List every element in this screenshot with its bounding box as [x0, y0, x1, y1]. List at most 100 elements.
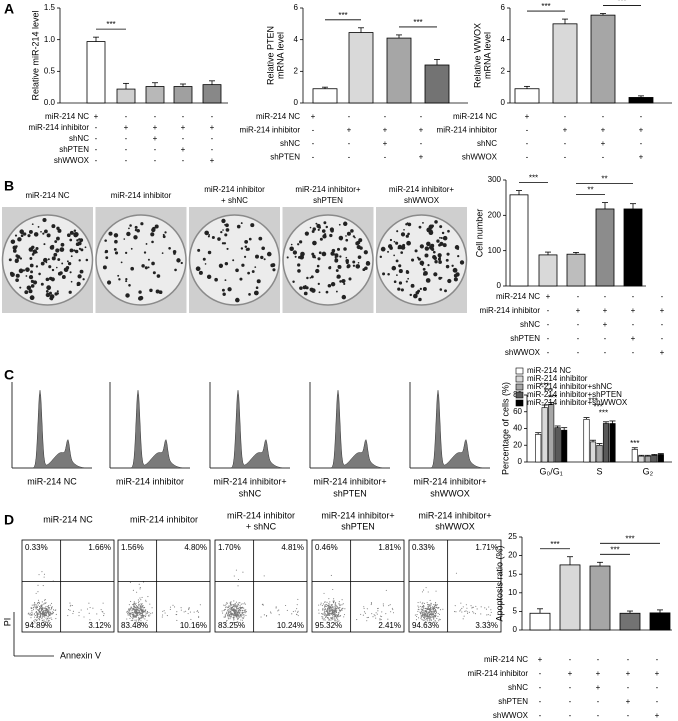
event	[240, 608, 242, 610]
colony	[130, 247, 133, 250]
event	[241, 611, 243, 614]
event	[417, 608, 419, 610]
event	[51, 613, 53, 615]
colony	[162, 235, 166, 239]
colony	[82, 278, 85, 281]
event	[327, 606, 329, 608]
event	[332, 616, 334, 618]
quadrant-percent: 3.33%	[475, 621, 498, 630]
y-axis-label: Apoptosis ratio (%)	[494, 545, 504, 621]
event	[37, 591, 39, 593]
colony	[35, 265, 39, 268]
event	[223, 604, 225, 606]
event	[173, 606, 176, 608]
significance-label: ***	[625, 534, 634, 543]
condition-mark: -	[564, 139, 567, 148]
event	[223, 616, 225, 618]
event	[433, 604, 435, 606]
bar	[623, 208, 643, 287]
event	[331, 612, 333, 614]
colony	[397, 287, 401, 291]
event	[360, 613, 362, 615]
event	[327, 618, 330, 620]
legend-label: miR-214 NC	[527, 366, 571, 375]
event	[418, 606, 420, 608]
colony	[387, 272, 390, 276]
event	[138, 610, 140, 612]
event	[435, 614, 437, 616]
event	[424, 612, 426, 615]
condition-mark: -	[95, 123, 98, 132]
colony	[352, 264, 356, 267]
colony	[312, 254, 316, 259]
event	[430, 602, 432, 604]
event	[242, 603, 244, 605]
colony	[46, 285, 52, 291]
condition-label: miR-214 NC	[484, 655, 528, 664]
condition-label: miR-214 inhibitor	[480, 306, 541, 315]
event	[339, 606, 341, 608]
event	[416, 613, 418, 616]
event	[332, 609, 334, 611]
event	[426, 614, 428, 616]
colony	[414, 249, 418, 253]
histogram	[110, 390, 190, 469]
colony	[433, 272, 438, 277]
event	[238, 612, 240, 614]
bar	[312, 88, 338, 104]
quadrant-percent: 10.24%	[277, 621, 304, 630]
event	[43, 612, 45, 614]
event	[422, 615, 424, 617]
colony	[69, 238, 73, 242]
event	[133, 605, 135, 607]
quadrant-percent: 83.48%	[121, 621, 148, 630]
quadrant-percent: 0.46%	[315, 543, 338, 552]
event	[326, 609, 328, 611]
event	[47, 620, 49, 622]
colony	[316, 223, 321, 229]
event	[434, 614, 436, 616]
event	[142, 607, 145, 609]
event	[134, 605, 136, 607]
event	[242, 618, 244, 620]
bar	[583, 418, 590, 463]
colony	[136, 228, 140, 233]
colony	[32, 280, 38, 285]
condition-mark: -	[154, 156, 157, 165]
colony	[76, 239, 79, 242]
quadrant-percent: 10.16%	[180, 621, 207, 630]
plate	[188, 214, 281, 306]
event	[333, 606, 335, 608]
event	[140, 613, 142, 615]
colony	[400, 232, 406, 237]
colony	[218, 263, 224, 268]
event	[475, 605, 477, 607]
quadrant-percent: 1.71%	[475, 543, 498, 552]
colony	[138, 296, 143, 301]
panel-label: C	[4, 367, 14, 383]
y-tick-label: 0.0	[44, 98, 56, 107]
event	[148, 615, 150, 617]
colony	[56, 236, 60, 241]
condition-mark: -	[312, 153, 315, 162]
event	[102, 602, 104, 604]
event	[334, 620, 336, 622]
event	[139, 618, 141, 620]
colony	[406, 222, 409, 224]
event	[227, 611, 229, 613]
event	[434, 620, 436, 622]
event	[263, 575, 265, 577]
event	[161, 616, 163, 618]
event	[127, 614, 129, 616]
colony	[51, 256, 56, 261]
event	[320, 604, 322, 606]
event	[142, 611, 144, 613]
event	[436, 617, 438, 620]
event	[377, 607, 379, 610]
colony	[164, 231, 167, 234]
event	[426, 604, 429, 606]
event	[427, 604, 429, 606]
event	[33, 613, 35, 615]
event	[138, 614, 140, 616]
event	[36, 605, 38, 607]
